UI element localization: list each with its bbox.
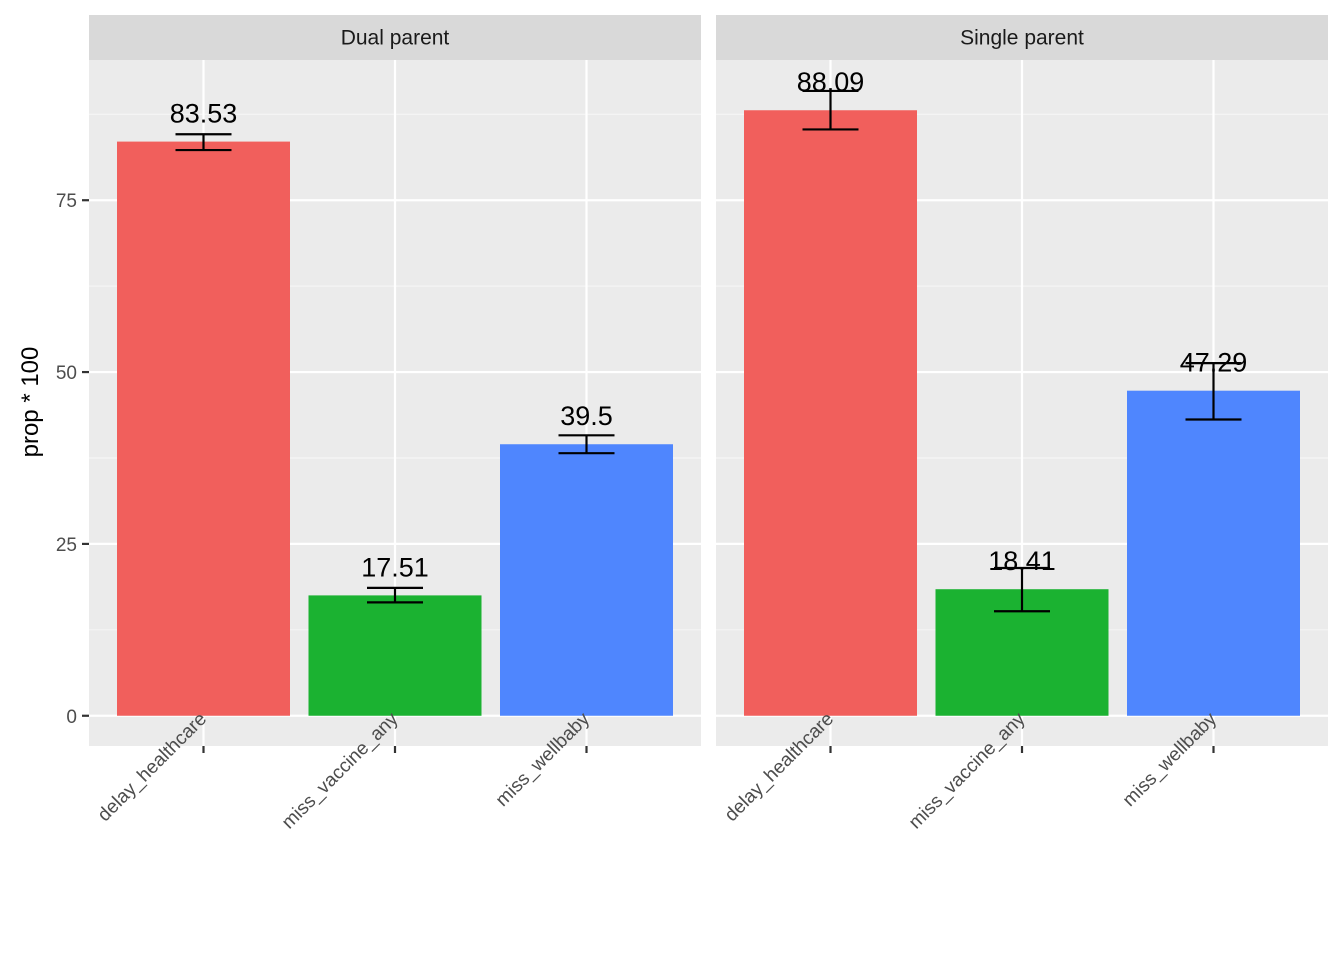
panel-single-parent: Single parent88.0918.4147.29delay_health… — [716, 15, 1328, 833]
bar-miss-wellbaby — [1127, 390, 1300, 716]
y-tick-label: 0 — [66, 707, 77, 728]
y-axis-title: prop * 100 — [17, 347, 44, 458]
facet-strip — [89, 15, 701, 60]
panels: Dual parent83.5317.5139.5delay_healthcar… — [56, 15, 1328, 833]
y-tick-label: 50 — [56, 363, 77, 384]
data-label: 39.5 — [560, 401, 613, 431]
panel-dual-parent: Dual parent83.5317.5139.5delay_healthcar… — [56, 15, 701, 833]
data-label: 17.51 — [361, 552, 429, 582]
facet-strip — [716, 15, 1328, 60]
bar-delay-healthcare — [744, 110, 917, 716]
data-label: 47.29 — [1180, 348, 1248, 378]
data-label: 88.09 — [797, 67, 865, 97]
facet-strip-label: Single parent — [960, 27, 1084, 50]
y-tick-label: 25 — [56, 535, 77, 556]
bar-delay-healthcare — [117, 141, 290, 716]
data-label: 83.53 — [170, 99, 238, 129]
bar-miss-vaccine-any — [308, 595, 482, 716]
y-tick-label: 75 — [56, 191, 77, 212]
facet-strip-label: Dual parent — [341, 27, 450, 50]
bar-miss-wellbaby — [500, 444, 673, 716]
data-label: 18.41 — [988, 546, 1056, 576]
